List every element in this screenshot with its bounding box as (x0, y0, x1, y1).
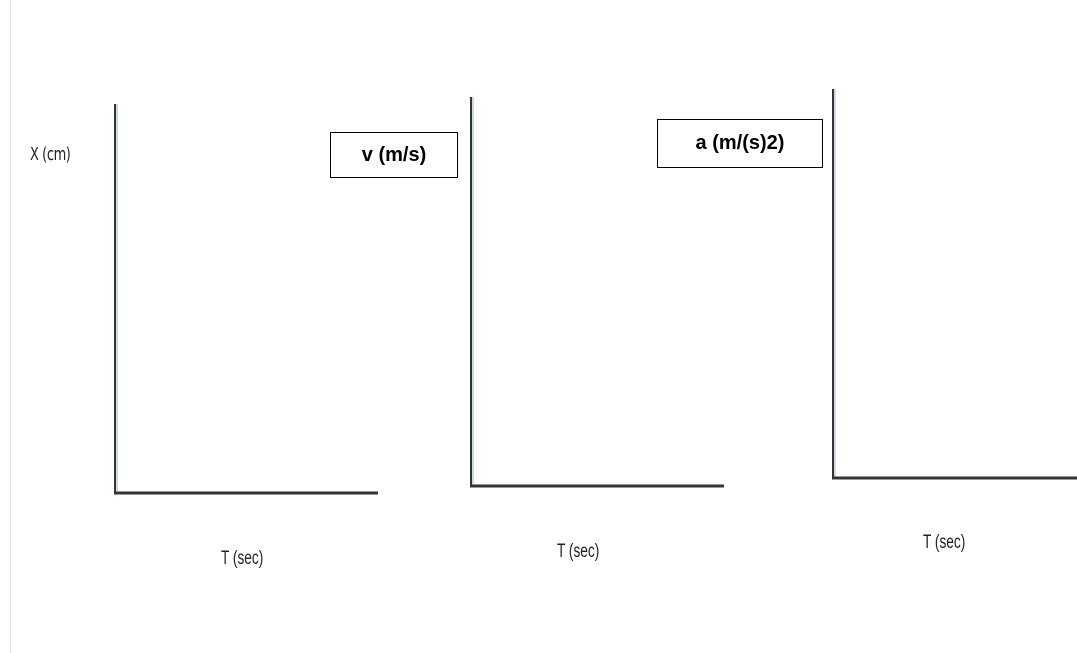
chart-3-axes (832, 89, 1077, 480)
chart-2-xlabel: T (sec) (557, 541, 600, 562)
chart-2-ylabel-box: v (m/s) (330, 132, 458, 178)
chart-1-axes (114, 104, 378, 495)
chart-1-ylabel: X (cm) (30, 144, 71, 165)
chart-1-xlabel: T (sec) (221, 548, 264, 569)
chart-2-ylabel: v (m/s) (361, 143, 427, 166)
chart-3-xlabel: T (sec) (923, 532, 966, 553)
chart-3-ylabel: a (m/(s)2) (695, 132, 785, 154)
page-edge-line (10, 0, 11, 653)
chart-2-axes (470, 97, 724, 488)
chart-3-ylabel-box: a (m/(s)2) (657, 119, 823, 168)
